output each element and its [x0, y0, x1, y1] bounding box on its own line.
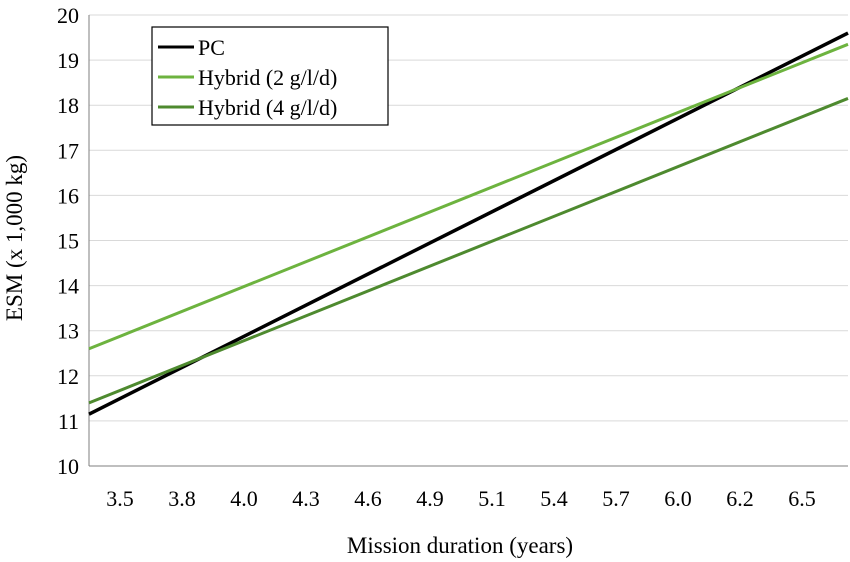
x-tick-label: 4.0	[230, 486, 258, 511]
x-axis-title: Mission duration (years)	[347, 533, 573, 558]
x-tick-label: 4.6	[354, 486, 382, 511]
y-tick-label: 17	[57, 138, 79, 163]
y-tick-labels: 10 11 12 13 14 15 16 17 18 19 20	[57, 3, 79, 479]
y-tick-label: 16	[57, 183, 79, 208]
x-tick-label: 6.0	[664, 486, 692, 511]
x-tick-label: 6.2	[726, 486, 754, 511]
x-tick-label: 5.1	[478, 486, 506, 511]
y-tick-label: 12	[57, 364, 79, 389]
y-tick-label: 15	[57, 229, 79, 254]
axes	[88, 15, 848, 467]
y-tick-label: 10	[57, 454, 79, 479]
x-tick-label: 3.5	[106, 486, 134, 511]
y-tick-label: 18	[57, 93, 79, 118]
y-tick-label: 20	[57, 3, 79, 28]
y-tick-label: 19	[57, 48, 79, 73]
x-tick-label: 4.9	[416, 486, 444, 511]
legend-label-hybrid-4: Hybrid (4 g/l/d)	[198, 95, 337, 120]
legend: PC Hybrid (2 g/l/d) Hybrid (4 g/l/d)	[151, 26, 389, 126]
series-line-2	[88, 97, 849, 405]
y-tick-label: 14	[57, 274, 79, 299]
y-tick-label: 11	[58, 409, 79, 434]
series-line-1	[88, 42, 849, 351]
x-tick-labels: 3.53.84.04.34.64.95.15.45.76.06.26.56.8	[106, 486, 816, 511]
legend-label-pc: PC	[198, 35, 225, 60]
legend-label-hybrid-2: Hybrid (2 g/l/d)	[198, 65, 337, 90]
x-tick-label: 5.7	[602, 486, 630, 511]
series-lines	[88, 31, 849, 416]
y-tick-label: 13	[57, 319, 79, 344]
x-tick-label: 4.3	[292, 486, 320, 511]
y-axis-title: ESM (x 1,000 kg)	[2, 155, 27, 321]
x-tick-label: 6.5	[788, 486, 816, 511]
x-tick-label: 3.8	[168, 486, 196, 511]
x-tick-label: 5.4	[540, 486, 568, 511]
